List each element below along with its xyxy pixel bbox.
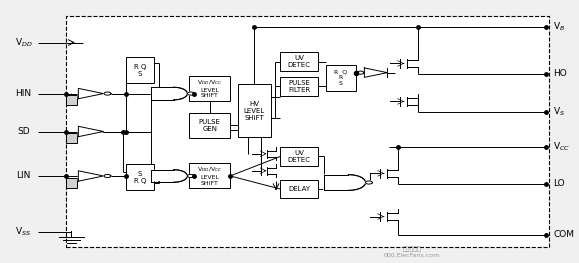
Polygon shape [104, 174, 111, 178]
Bar [237, 84, 271, 137]
Text: UV
DETEC: UV DETEC [288, 55, 310, 68]
Polygon shape [324, 175, 365, 190]
Bar [326, 65, 356, 91]
Text: V$_B$: V$_B$ [554, 21, 566, 33]
Text: S
R Q: S R Q [134, 171, 146, 184]
Text: PULSE
GEN: PULSE GEN [199, 119, 221, 132]
Bar [189, 76, 230, 101]
Polygon shape [188, 92, 194, 95]
Bar [67, 133, 76, 143]
Text: LO: LO [554, 179, 565, 188]
Text: PULSE
FILTER: PULSE FILTER [288, 80, 310, 93]
Text: V$_{DD}$/V$_{CC}$
LEVEL
SHIFT: V$_{DD}$/V$_{CC}$ LEVEL SHIFT [197, 165, 222, 185]
Bar [280, 180, 318, 198]
Bar [126, 164, 153, 190]
Bar [280, 77, 318, 96]
Text: COM: COM [554, 230, 574, 239]
Text: V$_{SS}$: V$_{SS}$ [16, 226, 32, 239]
Text: V$_{CC}$: V$_{CC}$ [554, 141, 570, 153]
Bar [67, 16, 549, 247]
Text: LIN: LIN [16, 171, 31, 180]
Polygon shape [364, 68, 387, 77]
Text: V$_S$: V$_S$ [554, 106, 566, 118]
Polygon shape [152, 87, 188, 100]
Text: R Q
S: R Q S [134, 64, 146, 77]
Text: V$_{DD}$: V$_{DD}$ [14, 36, 32, 49]
Polygon shape [357, 71, 364, 74]
Bar [126, 57, 153, 83]
Text: R  Q
R
S: R Q R S [334, 70, 347, 86]
Bar [280, 52, 318, 71]
Text: UV
DETEC: UV DETEC [288, 150, 310, 163]
Text: HO: HO [554, 69, 567, 78]
Text: HV
LEVEL
SHIFT: HV LEVEL SHIFT [244, 100, 265, 120]
Bar [189, 113, 230, 138]
Polygon shape [188, 174, 194, 178]
Polygon shape [365, 181, 372, 184]
Polygon shape [104, 92, 111, 95]
Polygon shape [78, 88, 104, 99]
Text: SD: SD [17, 127, 30, 136]
Polygon shape [152, 170, 188, 182]
Bar [67, 95, 76, 105]
Text: DELAY: DELAY [288, 186, 310, 192]
Bar [280, 147, 318, 165]
Text: 电子发烧友
000.ElecFans.com: 电子发烧友 000.ElecFans.com [384, 246, 440, 257]
Polygon shape [78, 171, 104, 181]
Text: HIN: HIN [16, 89, 32, 98]
Polygon shape [78, 126, 104, 137]
Bar [67, 178, 76, 188]
Bar [189, 163, 230, 188]
Text: V$_{DD}$/V$_{CC}$
LEVEL
SHIFT: V$_{DD}$/V$_{CC}$ LEVEL SHIFT [197, 78, 222, 98]
